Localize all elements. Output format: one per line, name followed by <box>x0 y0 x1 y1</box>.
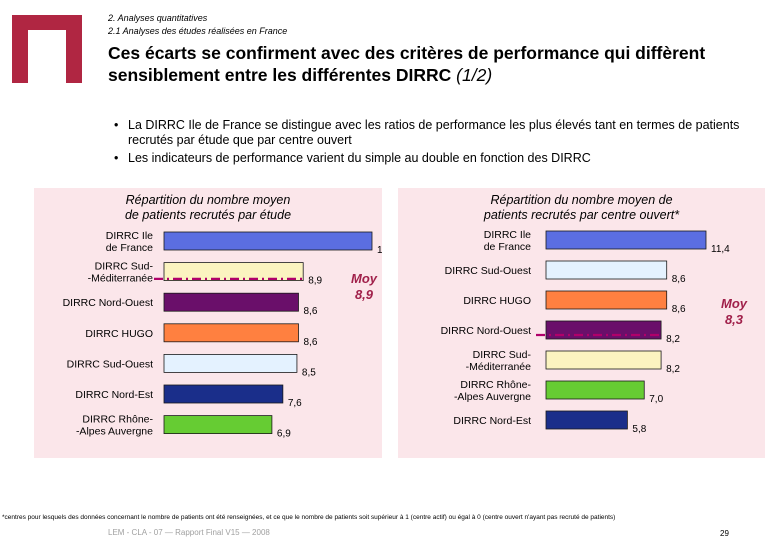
breadcrumb-level-1: 2. Analyses quantitatives <box>108 13 208 23</box>
category-label: -Méditerranée <box>88 273 154 285</box>
page-title-suffix: (1/2) <box>456 65 493 85</box>
chart-title-line: Répartition du nombre moyen de <box>490 193 672 207</box>
bar-dirrc-nord-ouest <box>163 292 299 312</box>
bar-dirrc-hugo <box>163 323 299 343</box>
value-label: 13,3 <box>377 245 382 256</box>
value-label: 8,5 <box>302 367 316 378</box>
value-label: 5,8 <box>632 424 646 435</box>
category-label: DIRRC Rhône- <box>460 379 531 391</box>
value-label: 8,2 <box>666 364 680 375</box>
category-label: -Méditerranée <box>466 361 532 373</box>
breadcrumb: 2. Analyses quantitatives 2.1 Analyses d… <box>108 12 287 38</box>
category-label: DIRRC Ile <box>484 229 531 241</box>
bullet-item: Les indicateurs de performance varient d… <box>110 151 750 166</box>
category-label: de France <box>106 242 153 254</box>
key-findings-list: La DIRRC Ile de France se distingue avec… <box>110 118 750 169</box>
category-label: DIRRC Rhône- <box>82 414 153 426</box>
category-label: DIRRC Sud-Ouest <box>445 265 531 277</box>
page-title-main: Ces écarts se confirment avec des critèr… <box>108 43 706 85</box>
bar-dirrc-nord-est <box>163 384 284 404</box>
category-label: DIRRC HUGO <box>463 295 531 307</box>
category-label: -Alpes Auvergne <box>454 391 531 403</box>
category-label: DIRRC Nord-Ouest <box>63 297 154 309</box>
bullet-item: La DIRRC Ile de France se distingue avec… <box>110 118 750 148</box>
average-label: Moy <box>721 296 748 311</box>
value-label: 8,9 <box>308 276 322 287</box>
bar-dirrc-hugo <box>545 290 668 310</box>
footnote: *centres pour lesquels des données conce… <box>2 514 616 521</box>
page-number: 29 <box>720 529 729 538</box>
page-title: Ces écarts se confirment avec des critèr… <box>108 42 748 86</box>
bar-dirrc-ile-de-france <box>163 231 373 251</box>
value-label: 8,6 <box>672 274 686 285</box>
value-label: 8,6 <box>303 306 317 317</box>
category-label: -Alpes Auvergne <box>76 426 153 438</box>
chart-title-line: de patients recrutés par étude <box>125 208 291 222</box>
breadcrumb-level-2: 2.1 Analyses des études réalisées en Fra… <box>108 26 288 36</box>
category-label: de France <box>484 241 531 253</box>
category-label: DIRRC Sud- <box>473 349 532 361</box>
category-label: DIRRC HUGO <box>85 328 153 340</box>
chart-title-line: patients recrutés par centre ouvert* <box>483 208 680 222</box>
bar-dirrc-ile-de-france <box>545 230 707 250</box>
value-label: 7,6 <box>288 398 302 409</box>
bar-dirrc-sud-ouest <box>545 260 668 280</box>
bar-dirrc-sud-m-diterran-e <box>545 350 662 370</box>
value-label: 8,2 <box>666 334 680 345</box>
average-value: 8,3 <box>725 312 744 327</box>
value-label: 7,0 <box>649 394 663 405</box>
bar-dirrc-nord-est <box>545 410 628 430</box>
bar-dirrc-nord-ouest <box>545 320 662 340</box>
chart-panel-per-study: Répartition du nombre moyen de patients r… <box>34 188 397 458</box>
chart-title-line: Répartition du nombre moyen <box>126 193 291 207</box>
category-label: DIRRC Nord-Est <box>75 389 153 401</box>
bar-dirrc-rh-ne-alpes-auvergne <box>163 415 273 435</box>
bar-dirrc-sud-ouest <box>163 353 298 373</box>
value-label: 11,4 <box>711 244 730 255</box>
value-label: 6,9 <box>277 429 291 440</box>
footer-reference: LEM - CLA - 07 — Rapport Final V15 — 200… <box>108 528 270 537</box>
average-label: Moy <box>351 271 378 286</box>
category-label: DIRRC Nord-Est <box>453 415 531 427</box>
category-label: DIRRC Nord-Ouest <box>441 325 532 337</box>
category-label: DIRRC Sud-Ouest <box>67 358 153 370</box>
value-label: 8,6 <box>303 337 317 348</box>
brand-logo-icon <box>12 15 82 83</box>
category-label: DIRRC Sud- <box>95 261 154 273</box>
average-value: 8,9 <box>355 287 374 302</box>
bar-dirrc-sud-m-diterran-e <box>163 262 304 281</box>
category-label: DIRRC Ile <box>106 230 153 242</box>
bar-dirrc-rh-ne-alpes-auvergne <box>545 380 645 400</box>
value-label: 8,6 <box>672 304 686 315</box>
chart-panel-per-center: Répartition du nombre moyen de patients r… <box>398 188 765 458</box>
